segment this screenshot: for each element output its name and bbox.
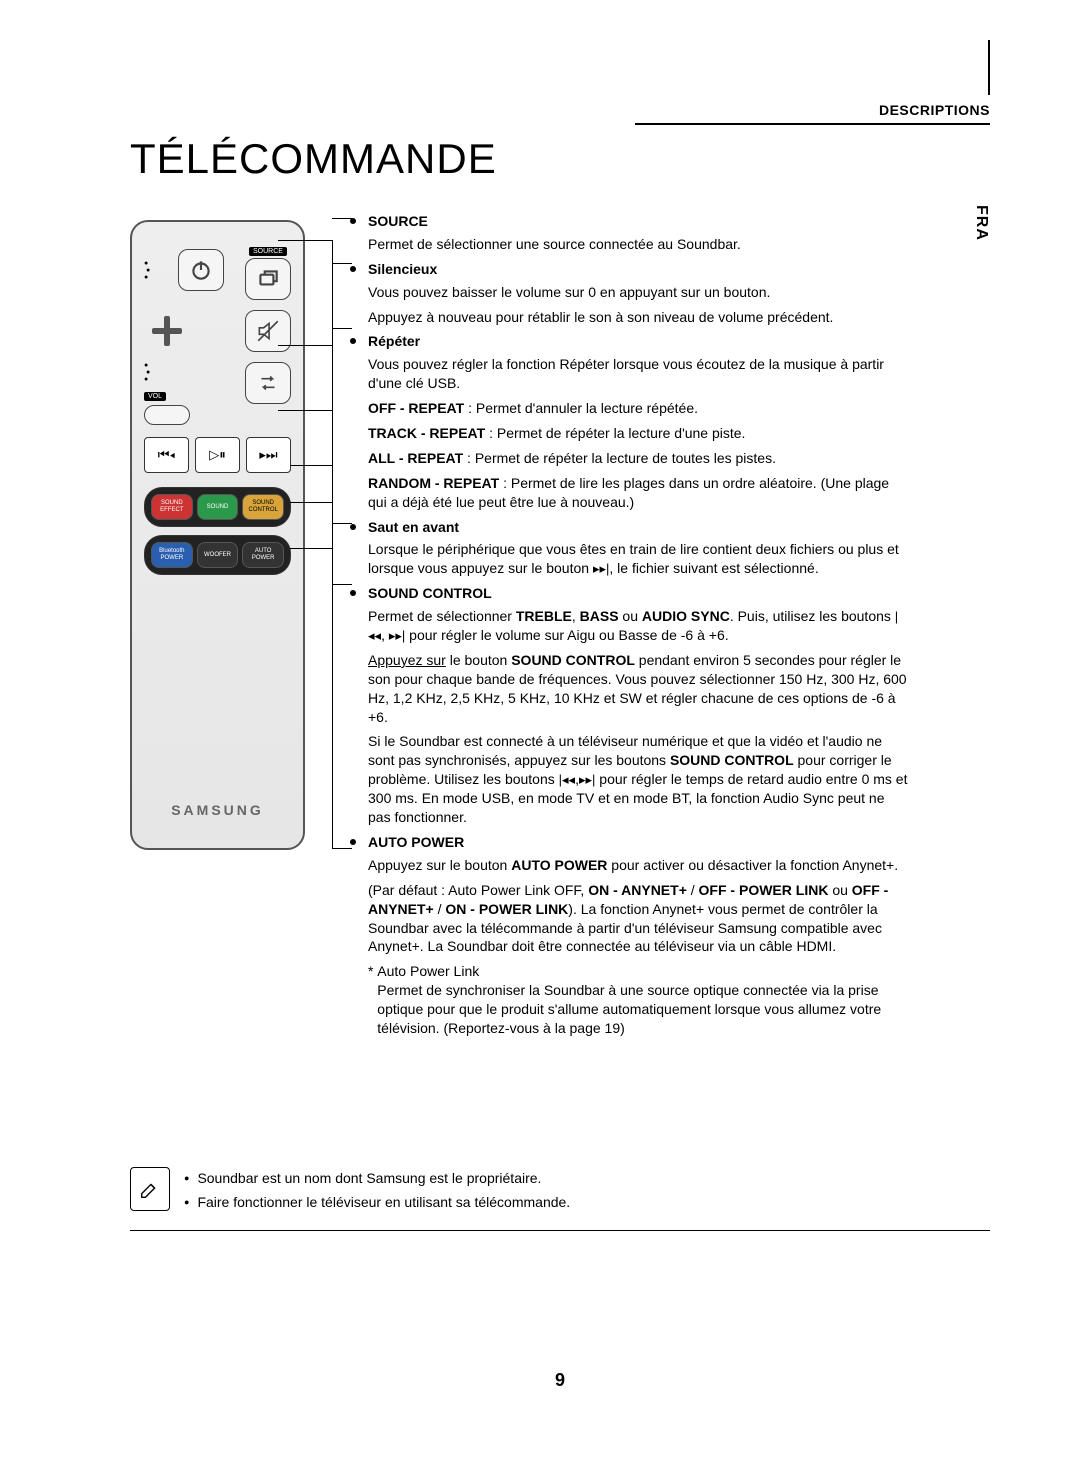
page: DESCRIPTIONS TÉLÉCOMMANDE FRA ● ●● SOURC… (130, 40, 990, 1449)
page-title: TÉLÉCOMMANDE (130, 135, 497, 183)
sound-control-button: SOUND CONTROL (242, 494, 284, 520)
lead-mute-h1 (278, 345, 332, 346)
notes: Soundbar est un nom dont Samsung est le … (130, 1167, 990, 1215)
autopower-button: AUTO POWER (242, 542, 284, 568)
lead-sc-h1 (290, 502, 332, 503)
play-pause-button: ▷⏸ (195, 437, 240, 473)
repeat-track: TRACK - REPEAT : Permet de répéter la le… (368, 424, 910, 443)
brand-label: SAMSUNG (132, 802, 303, 818)
lead-r2 (332, 263, 352, 264)
descriptions: SOURCE Permet de sélectionner une source… (350, 212, 910, 1044)
note-2: Faire fonctionner le téléviseur en utili… (184, 1191, 570, 1215)
lead-repeat-h1 (278, 410, 332, 411)
mute-icon (255, 318, 281, 344)
header-rule (635, 123, 990, 125)
ap-sublist: * Auto Power Link Permet de synchroniser… (368, 962, 910, 1038)
repeat-intro: Vous pouvez régler la fonction Répéter l… (368, 355, 910, 393)
lead-r1 (332, 218, 352, 219)
bluetooth-power-button: Bluetooth POWER (151, 542, 193, 568)
skip-heading: Saut en avant (368, 518, 910, 537)
lead-ap-h1 (290, 548, 332, 549)
lead-r3 (332, 328, 352, 329)
prev-button: ⏮◂ (144, 437, 189, 473)
vol-down-button (144, 405, 190, 425)
ap-p1: Appuyez sur le bouton AUTO POWER pour ac… (368, 856, 910, 875)
mute-heading: Silencieux (368, 260, 910, 279)
note-1: Soundbar est un nom dont Samsung est le … (184, 1167, 570, 1191)
ap-p2: (Par défaut : Auto Power Link OFF, ON - … (368, 881, 910, 957)
item-auto-power: AUTO POWER Appuyez sur le bouton AUTO PO… (350, 833, 910, 1038)
source-icon (255, 266, 281, 292)
lead-r4 (332, 523, 352, 524)
skip-text: Lorsque le périphérique que vous êtes en… (368, 540, 910, 578)
item-mute: Silencieux Vous pouvez baisser le volume… (350, 260, 910, 327)
lead-source-h1 (278, 240, 332, 241)
section-label: DESCRIPTIONS (879, 102, 990, 118)
transport-row: ⏮◂ ▷⏸ ▸⏭ (144, 437, 291, 473)
next-button: ▸⏭ (246, 437, 291, 473)
function-panel-2: Bluetooth POWER WOOFER AUTO POWER (144, 535, 291, 575)
ap-sub-text: Permet de synchroniser la Soundbar à une… (377, 981, 910, 1038)
note-icon (130, 1167, 170, 1211)
item-source: SOURCE Permet de sélectionner une source… (350, 212, 910, 254)
prev-icon: |◂◂ (559, 772, 575, 787)
mute-text-1: Vous pouvez baisser le volume sur 0 en a… (368, 283, 910, 302)
sc-p1: Permet de sélectionner TREBLE, BASS ou A… (368, 607, 910, 645)
repeat-off: OFF - REPEAT : Permet d'annuler la lectu… (368, 399, 910, 418)
lead-next-h1 (290, 465, 332, 466)
item-skip: Saut en avant Lorsque le périphérique qu… (350, 518, 910, 579)
repeat-icon (255, 370, 281, 396)
power-icon (188, 257, 214, 283)
lead-r5 (332, 584, 352, 585)
page-number: 9 (130, 1370, 990, 1391)
sc-p3: Si le Soundbar est connecté à un télévis… (368, 732, 910, 826)
ap-heading: AUTO POWER (368, 833, 910, 852)
power-button (178, 249, 224, 291)
mute-text-2: Appuyez à nouveau pour rétablir le son à… (368, 308, 910, 327)
source-label: SOURCE (249, 247, 287, 256)
sc-p2: Appuyez sur le bouton SOUND CONTROL pend… (368, 651, 910, 727)
next-icon: ▸▸| (389, 628, 405, 643)
function-panel-1: SOUND EFFECT SOUND SOUND CONTROL (144, 487, 291, 527)
ap-star: * (368, 962, 377, 1038)
repeat-heading: Répéter (368, 332, 910, 351)
ir-dots: ● ●● (144, 260, 156, 281)
vol-up-button (144, 310, 190, 352)
ir-dots-2: ● ●● (144, 362, 156, 383)
item-sound-control: SOUND CONTROL Permet de sélectionner TRE… (350, 584, 910, 827)
bottom-rule (130, 1230, 990, 1231)
vol-label: VOL (144, 392, 166, 401)
source-text: Permet de sélectionner une source connec… (368, 235, 910, 254)
ap-sub-title: Auto Power Link (377, 962, 910, 981)
lead-r6 (332, 848, 352, 849)
pencil-icon (139, 1178, 161, 1200)
lead-vertical (332, 240, 333, 848)
repeat-random: RANDOM - REPEAT : Permet de lire les pla… (368, 474, 910, 512)
repeat-button (245, 362, 291, 404)
source-heading: SOURCE (368, 212, 910, 231)
source-button (245, 258, 291, 300)
language-tab: FRA (972, 205, 990, 241)
header-tick (988, 40, 990, 95)
next-icon: ▸▸| (593, 561, 609, 576)
surround-button: SOUND (197, 494, 239, 520)
sc-heading: SOUND CONTROL (368, 584, 910, 603)
sound-effect-button: SOUND EFFECT (151, 494, 193, 520)
woofer-button: WOOFER (197, 542, 239, 568)
next-icon: ▸▸| (579, 772, 595, 787)
remote-illustration: ● ●● SOURCE ● ●● VOL (130, 220, 305, 850)
repeat-all: ALL - REPEAT : Permet de répéter la lect… (368, 449, 910, 468)
item-repeat: Répéter Vous pouvez régler la fonction R… (350, 332, 910, 511)
